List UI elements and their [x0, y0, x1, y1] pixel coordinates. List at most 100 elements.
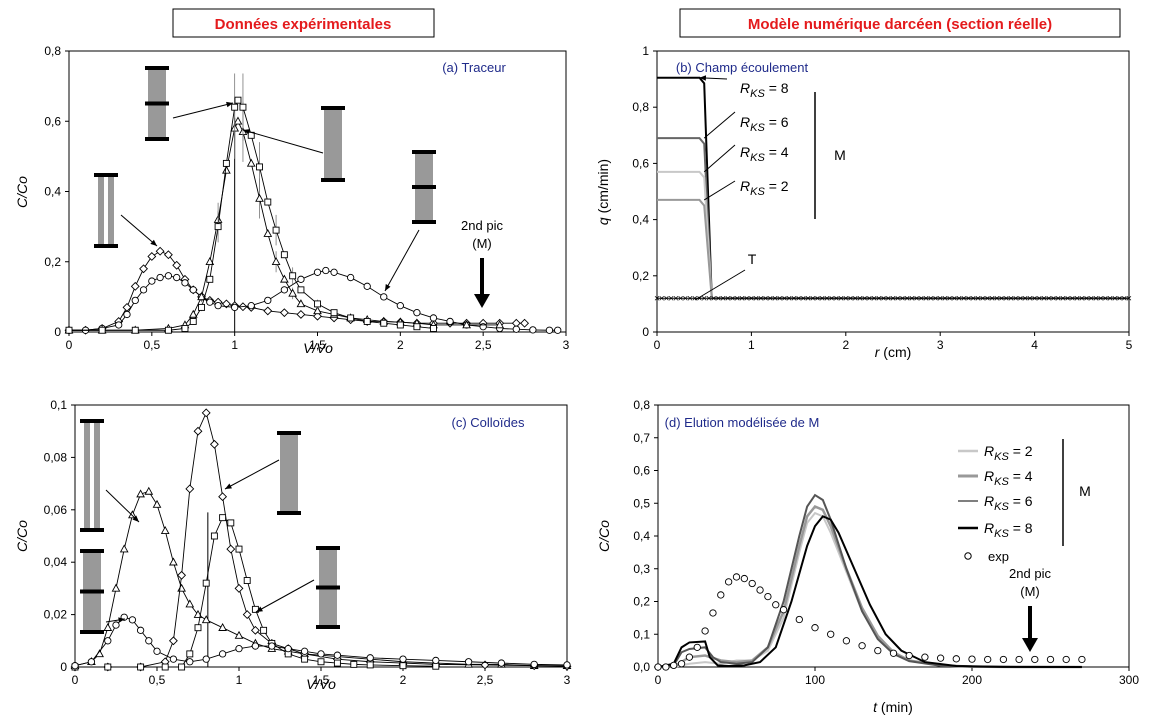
- data-point-triangle: [152, 499, 162, 508]
- data-point-triangle: [169, 557, 178, 566]
- legend-label: RKS = 2: [984, 443, 1033, 463]
- panel-a: 0 0,5 1 1,5 2 2,5 3 0 0,2 0,4 0,6 0,8 (a) Traceur V/V…: [14, 44, 570, 356]
- data-point-circle: [399, 655, 407, 663]
- data-point-circle: [186, 658, 194, 666]
- group-label: M: [834, 147, 846, 163]
- data-point-circle: [112, 621, 120, 629]
- arrow-head: [150, 239, 157, 246]
- data-point-triangle: [119, 544, 129, 553]
- y-axis-label: C/Co: [596, 520, 612, 552]
- exp-point: [968, 655, 976, 663]
- data-point-circle: [529, 326, 537, 334]
- data-point-diamond: [480, 660, 490, 670]
- y-tick-label: 0,8: [633, 398, 650, 412]
- tracer-marker: [1107, 296, 1113, 301]
- tracer-marker: [711, 296, 716, 301]
- tracer-marker: [956, 296, 962, 301]
- tracer-marker: [1070, 296, 1075, 301]
- y-tick-label: 0,5: [633, 496, 650, 510]
- tracer-marker: [923, 296, 929, 301]
- data-point-circle: [512, 325, 520, 333]
- data-point-triangle: [263, 228, 273, 237]
- data-point-triangle: [271, 257, 281, 265]
- exp-point: [772, 601, 780, 609]
- data-point-circle: [413, 309, 421, 317]
- tracer-marker: [673, 296, 679, 301]
- tracer-marker: [664, 296, 669, 301]
- column-cap: [94, 244, 118, 248]
- data-point-square: [366, 661, 374, 669]
- arrow-head: [1022, 638, 1038, 652]
- x-axis-label: V/Vo: [306, 676, 336, 692]
- data-point-square: [330, 309, 338, 317]
- column-band: [80, 589, 104, 594]
- data-point-diamond: [201, 408, 211, 418]
- tracer-marker: [999, 296, 1004, 301]
- arrow-head: [256, 606, 263, 612]
- tracer-marker: [928, 296, 934, 301]
- exp-point: [842, 637, 851, 645]
- data-point-triangle: [188, 309, 198, 318]
- y-tick-label: 0,8: [44, 44, 61, 58]
- annotation-arrow: [224, 459, 280, 490]
- annotation-arrow: [242, 129, 324, 154]
- data-point-square: [206, 275, 214, 283]
- tracer-marker: [1032, 296, 1037, 301]
- x-tick-label: 0,5: [149, 673, 166, 687]
- tracer-marker: [1112, 296, 1118, 301]
- data-point-diamond: [279, 308, 289, 318]
- tracer-marker: [952, 296, 957, 301]
- x-tick-label: 2: [397, 338, 404, 352]
- tracer-marker: [1041, 296, 1047, 301]
- exp-point: [984, 655, 992, 664]
- tracer-marker: [942, 296, 948, 301]
- tracer-marker: [1079, 296, 1085, 301]
- tracer-marker: [1060, 296, 1066, 301]
- data-point-square: [137, 663, 145, 671]
- x-tick-label: 100: [805, 673, 825, 687]
- exp-point: [685, 653, 694, 661]
- exp-point: [654, 663, 662, 671]
- data-point-circle: [164, 272, 173, 280]
- tracer-marker: [1008, 296, 1014, 301]
- tracer-marker: [1074, 296, 1080, 301]
- data-point-diamond: [250, 625, 260, 635]
- tracer-marker: [815, 296, 820, 301]
- column-cap: [145, 66, 169, 70]
- legend-exp-marker: [964, 552, 972, 560]
- header-right-box: [679, 8, 1121, 38]
- data-point-diamond: [177, 570, 187, 580]
- data-point-square: [430, 325, 437, 332]
- y-tick-label: 0,2: [44, 255, 61, 269]
- column-cap: [80, 528, 104, 532]
- x-tick-label: 0: [72, 673, 79, 687]
- data-point-square: [219, 514, 227, 522]
- x-tick-label: 1: [748, 338, 755, 352]
- tracer-marker: [966, 296, 971, 301]
- tracer-marker: [796, 296, 801, 301]
- data-point-square: [260, 626, 268, 634]
- data-point-circle: [313, 268, 322, 276]
- data-point-circle: [330, 268, 338, 276]
- y-tick-label: 0,3: [633, 562, 650, 576]
- tracer-marker: [687, 296, 693, 301]
- arrow-head: [243, 129, 250, 135]
- y-tick-label: 1: [642, 44, 649, 58]
- x-tick-label: 2: [842, 338, 849, 352]
- data-point-diamond: [226, 544, 236, 554]
- exp-point: [740, 574, 748, 583]
- data-point-diamond: [263, 306, 273, 316]
- legend-label: RKS = 8: [984, 520, 1033, 540]
- data-point-square: [396, 321, 404, 329]
- column-icon: [108, 175, 114, 246]
- y-tick-label: 0,7: [633, 431, 650, 445]
- data-point-square: [239, 103, 247, 111]
- panel-b: 0 1 2 3 4 5 0 0,2 0,4 0,6 0,8 1 RKS = 8 RKS = 6 RKS = …: [595, 44, 1133, 360]
- annotation-arrow: [172, 102, 234, 119]
- tracer-marker: [730, 296, 735, 301]
- data-point-circle: [268, 642, 276, 650]
- exp-point: [717, 591, 725, 599]
- data-point-square: [104, 663, 112, 671]
- data-point-triangle: [111, 583, 121, 592]
- tracer-marker: [985, 296, 990, 301]
